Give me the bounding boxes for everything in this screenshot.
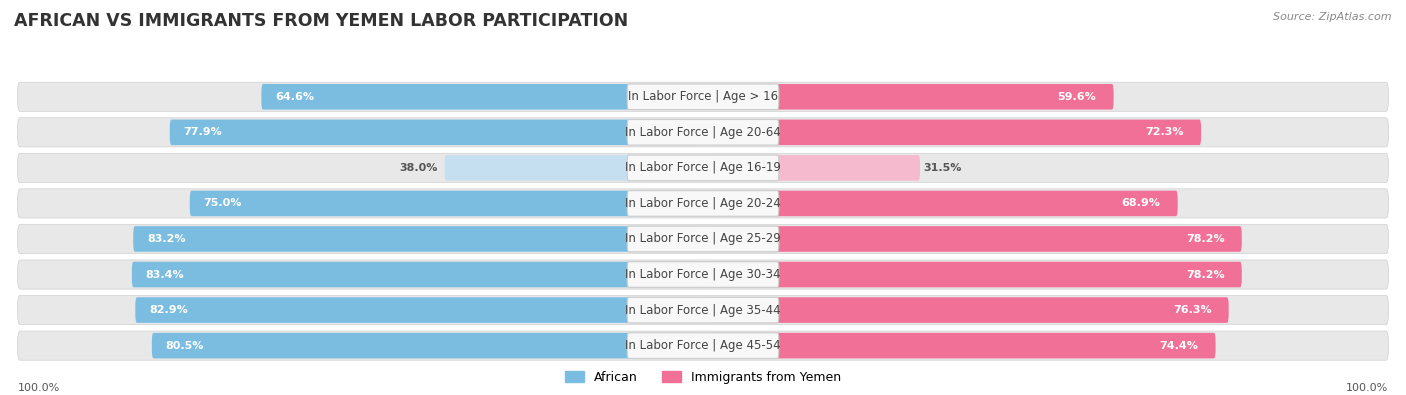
FancyBboxPatch shape xyxy=(444,155,703,181)
Text: 38.0%: 38.0% xyxy=(399,163,437,173)
Text: In Labor Force | Age 35-44: In Labor Force | Age 35-44 xyxy=(626,304,780,316)
FancyBboxPatch shape xyxy=(627,297,779,323)
Text: In Labor Force | Age 16-19: In Labor Force | Age 16-19 xyxy=(626,162,780,174)
Text: 31.5%: 31.5% xyxy=(924,163,962,173)
FancyBboxPatch shape xyxy=(627,333,779,358)
FancyBboxPatch shape xyxy=(627,262,779,287)
FancyBboxPatch shape xyxy=(627,155,779,181)
Text: In Labor Force | Age 20-24: In Labor Force | Age 20-24 xyxy=(626,197,780,210)
FancyBboxPatch shape xyxy=(706,297,1229,323)
FancyBboxPatch shape xyxy=(190,191,703,216)
Text: 83.4%: 83.4% xyxy=(146,269,184,280)
Text: In Labor Force | Age > 16: In Labor Force | Age > 16 xyxy=(628,90,778,103)
FancyBboxPatch shape xyxy=(17,82,1389,111)
FancyBboxPatch shape xyxy=(706,120,1201,145)
FancyBboxPatch shape xyxy=(627,226,779,252)
FancyBboxPatch shape xyxy=(17,189,1389,218)
FancyBboxPatch shape xyxy=(17,118,1389,147)
Text: In Labor Force | Age 30-34: In Labor Force | Age 30-34 xyxy=(626,268,780,281)
Text: In Labor Force | Age 45-54: In Labor Force | Age 45-54 xyxy=(626,339,780,352)
Text: 83.2%: 83.2% xyxy=(148,234,186,244)
FancyBboxPatch shape xyxy=(627,84,779,109)
Text: 77.9%: 77.9% xyxy=(184,127,222,137)
Text: 68.9%: 68.9% xyxy=(1122,198,1160,209)
Text: In Labor Force | Age 25-29: In Labor Force | Age 25-29 xyxy=(626,233,780,245)
Text: 100.0%: 100.0% xyxy=(1347,383,1389,393)
FancyBboxPatch shape xyxy=(135,297,703,323)
Text: 64.6%: 64.6% xyxy=(276,92,314,102)
FancyBboxPatch shape xyxy=(706,333,1216,358)
Text: 59.6%: 59.6% xyxy=(1057,92,1097,102)
FancyBboxPatch shape xyxy=(17,153,1389,182)
FancyBboxPatch shape xyxy=(706,191,1178,216)
Text: 75.0%: 75.0% xyxy=(204,198,242,209)
Text: 72.3%: 72.3% xyxy=(1146,127,1184,137)
Legend: African, Immigrants from Yemen: African, Immigrants from Yemen xyxy=(560,366,846,389)
Text: 74.4%: 74.4% xyxy=(1160,340,1198,351)
FancyBboxPatch shape xyxy=(132,262,703,287)
Text: AFRICAN VS IMMIGRANTS FROM YEMEN LABOR PARTICIPATION: AFRICAN VS IMMIGRANTS FROM YEMEN LABOR P… xyxy=(14,12,628,30)
FancyBboxPatch shape xyxy=(17,224,1389,254)
FancyBboxPatch shape xyxy=(706,262,1241,287)
FancyBboxPatch shape xyxy=(706,155,920,181)
FancyBboxPatch shape xyxy=(627,120,779,145)
Text: 80.5%: 80.5% xyxy=(166,340,204,351)
FancyBboxPatch shape xyxy=(627,191,779,216)
Text: 78.2%: 78.2% xyxy=(1185,269,1225,280)
FancyBboxPatch shape xyxy=(262,84,703,109)
Text: 76.3%: 76.3% xyxy=(1173,305,1212,315)
Text: 100.0%: 100.0% xyxy=(17,383,59,393)
FancyBboxPatch shape xyxy=(706,84,1114,109)
FancyBboxPatch shape xyxy=(134,226,703,252)
Text: Source: ZipAtlas.com: Source: ZipAtlas.com xyxy=(1274,12,1392,22)
FancyBboxPatch shape xyxy=(17,295,1389,325)
FancyBboxPatch shape xyxy=(17,260,1389,289)
FancyBboxPatch shape xyxy=(706,226,1241,252)
FancyBboxPatch shape xyxy=(152,333,703,358)
Text: 78.2%: 78.2% xyxy=(1185,234,1225,244)
Text: 82.9%: 82.9% xyxy=(149,305,188,315)
FancyBboxPatch shape xyxy=(17,331,1389,360)
FancyBboxPatch shape xyxy=(170,120,703,145)
Text: In Labor Force | Age 20-64: In Labor Force | Age 20-64 xyxy=(626,126,780,139)
